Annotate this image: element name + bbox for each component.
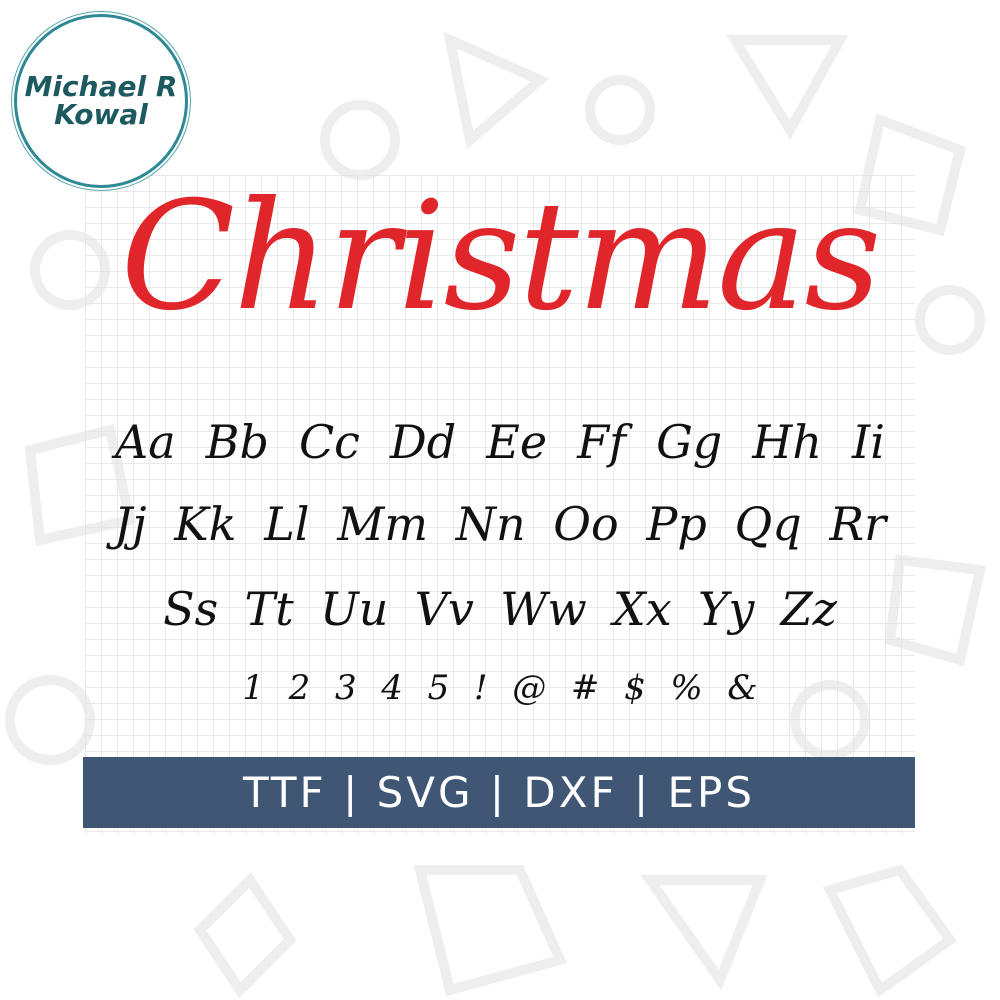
logo-line-1: Michael R [24,70,178,103]
glyph-pair: Ww [500,582,587,636]
logo: Michael R Kowal [14,14,188,188]
glyph-pair: @ [512,668,547,708]
glyph-pair: Ff [577,415,627,469]
glyph-pair: Mm [337,497,428,551]
glyph-pair: Dd [389,415,457,469]
glyph-pair: Oo [553,497,619,551]
grid-panel [85,175,915,835]
glyph-pair: # [570,668,600,708]
glyph-pair: Nn [455,497,526,551]
glyph-pair: Pp [646,497,707,551]
glyph-pair: % [670,668,703,708]
glyph-pair: Uu [319,582,389,636]
glyph-pair: & [727,668,758,708]
glyph-pair: Ii [852,415,885,469]
glyph-pair: Ss [163,582,219,636]
glyph-row-numbers-symbols: 1 2 3 4 5! @ # $% & [230,668,770,708]
glyph-pair: 3 [334,668,357,708]
font-title: Christmas [120,170,882,344]
format-banner: TTF | SVG | DXF | EPS [83,757,915,828]
glyph-pair: $ [624,668,646,708]
glyph-pair: Jj [113,497,147,551]
glyph-pair: Qq [734,497,802,551]
glyph-pair: Hh [752,415,823,469]
glyph-pair: Vv [414,582,474,636]
glyph-pair: Aa [115,415,176,469]
glyph-pair: 2 [288,668,311,708]
glyph-pair: Rr [829,497,887,551]
glyph-pair: Yy [698,582,755,636]
glyph-pair: Tt [244,582,294,636]
glyph-pair: 4 [381,668,403,708]
glyph-pair: Bb [205,415,269,469]
glyph-pair: Zz [780,582,837,636]
glyph-pair: Cc [298,415,360,469]
glyph-pair: Xx [613,582,672,636]
glyph-row-1: Aa Bb Cc Dd Ee Ff Gg Hh Ii [100,415,900,469]
glyph-pair: ! [473,668,488,708]
glyph-pair: Ee [486,415,548,469]
logo-line-2: Kowal [54,98,148,131]
glyph-pair: Kk [174,497,237,551]
glyph-pair: Ll [264,497,310,551]
glyph-row-2: Jj Kk Ll Mm Nn Oo Pp Qq Rr [100,497,900,551]
glyph-pair: Gg [656,415,723,469]
glyph-row-3: Ss Tt Uu Vv Ww Xx Yy Zz [150,582,850,636]
glyph-pair: 1 [242,668,264,708]
glyph-pair: 5 [427,668,450,708]
